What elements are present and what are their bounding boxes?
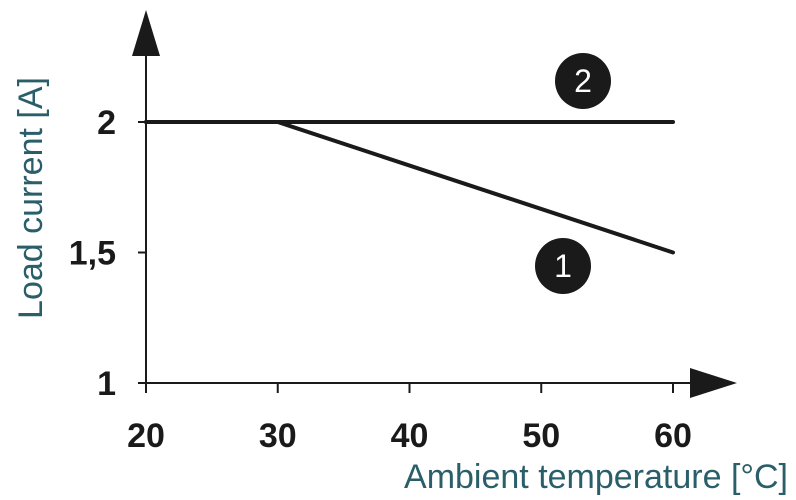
x-tick-label: 50 xyxy=(522,417,560,455)
y-axis-arrow xyxy=(132,10,160,56)
series-markers: 12 xyxy=(535,53,611,294)
series-marker-2 xyxy=(555,53,611,109)
x-axis-arrow xyxy=(690,368,737,398)
y-tick-label: 2 xyxy=(97,104,116,142)
series-marker-label-1: 1 xyxy=(554,248,572,284)
x-tick-label: 40 xyxy=(391,417,429,455)
x-axis-title: Ambient temperature [°C] xyxy=(404,458,788,496)
series-marker-label-2: 2 xyxy=(574,63,592,99)
y-axis-title: Load current [A] xyxy=(12,77,50,319)
series-line-1 xyxy=(144,120,675,255)
series-marker-1 xyxy=(535,238,591,294)
x-tick-label: 60 xyxy=(654,417,692,455)
series-lines xyxy=(144,120,675,255)
axes xyxy=(132,10,737,398)
y-tick-label: 1,5 xyxy=(69,235,116,273)
x-tick-label: 30 xyxy=(259,417,297,455)
ticks: 20 30 40 50 60 1 1,5 2 xyxy=(69,104,692,455)
x-tick-label: 20 xyxy=(127,417,165,455)
y-tick-label: 1 xyxy=(97,365,116,403)
